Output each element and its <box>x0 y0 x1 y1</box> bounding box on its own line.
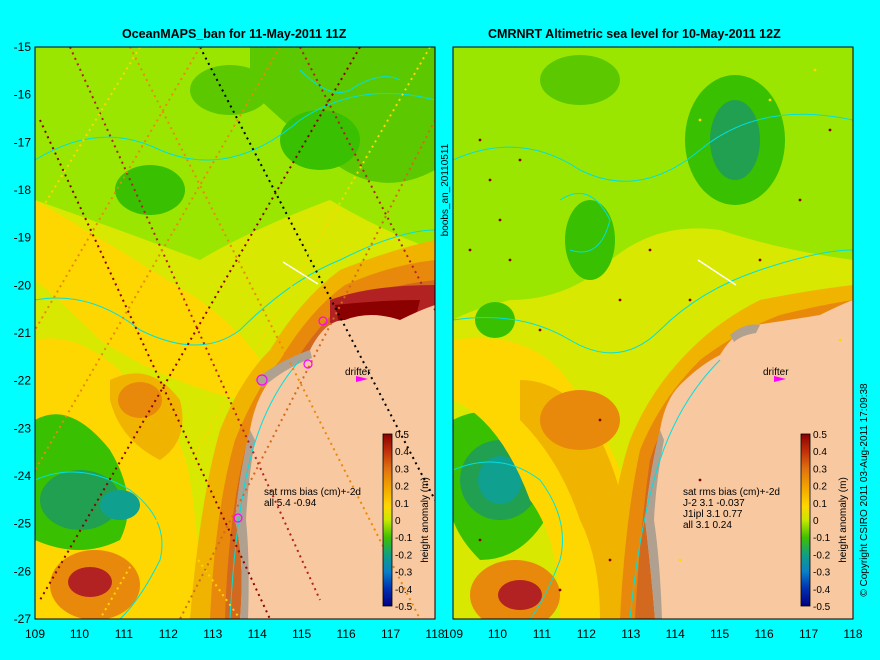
right-panel-title: CMRNRT Altimetric sea level for 10-May-2… <box>488 27 781 41</box>
x-tick-label: 110 <box>488 627 507 641</box>
left-drifter-label: drifter <box>345 367 371 378</box>
colorbar-tick-label: -0.4 <box>813 585 831 596</box>
right-map <box>453 47 853 619</box>
colorbar-tick-label: 0.5 <box>395 430 409 441</box>
x-tick-label: 115 <box>292 627 311 641</box>
y-tick-label: -19 <box>14 231 32 245</box>
y-tick-label: -23 <box>14 421 32 435</box>
y-tick-label: -15 <box>14 40 32 54</box>
right-drifter-label: drifter <box>763 367 789 378</box>
colorbar-tick-label: 0.2 <box>395 482 409 493</box>
colorbar-tick-label: 0.5 <box>813 430 827 441</box>
left-colorbar <box>382 433 393 607</box>
x-tick-label: 118 <box>843 627 862 641</box>
left-colorbar-label: height anomaly (m) <box>420 477 431 563</box>
colorbar-tick-label: -0.5 <box>395 602 413 613</box>
x-tick-label: 109 <box>25 627 45 641</box>
colorbar-tick-label: 0.3 <box>813 464 827 475</box>
x-tick-label: 112 <box>577 627 596 641</box>
colorbar-tick-label: 0.2 <box>813 482 827 493</box>
colorbar-tick-label: 0.3 <box>395 464 409 475</box>
x-tick-label: 110 <box>70 627 89 641</box>
x-tick-label: 114 <box>248 627 267 641</box>
x-tick-label: 115 <box>710 627 729 641</box>
colorbar-tick-label: 0.1 <box>813 499 827 510</box>
right-colorbar <box>800 433 811 607</box>
copyright-text: © Copyright CSIRO 2011 03-Aug-2011 17:09… <box>859 383 870 597</box>
side-label: boobs_an_20110511 <box>440 143 451 236</box>
colorbar-tick-label: 0 <box>395 516 401 527</box>
x-tick-label: 111 <box>115 627 134 641</box>
colorbar-tick-label: 0.4 <box>813 447 827 458</box>
y-tick-label: -25 <box>14 517 32 531</box>
y-tick-label: -18 <box>14 183 32 197</box>
x-tick-label: 112 <box>159 627 178 641</box>
colorbar-tick-label: 0 <box>813 516 819 527</box>
colorbar-tick-label: -0.1 <box>395 533 413 544</box>
right-stats-j2: J-2 3.1 -0.037 <box>683 498 745 509</box>
x-tick-label: 116 <box>337 627 356 641</box>
x-tick-label: 113 <box>621 627 640 641</box>
left-stats-title: sat rms bias (cm)+-2d <box>264 487 361 498</box>
x-tick-label: 109 <box>443 627 463 641</box>
x-tick-label: 117 <box>381 627 400 641</box>
right-stats-j1ipl: J1ipl 3.1 0.77 <box>683 509 743 520</box>
colorbar-tick-label: -0.2 <box>395 550 413 561</box>
colorbar-tick-label: 0.4 <box>395 447 409 458</box>
x-tick-label: 113 <box>203 627 222 641</box>
x-tick-label: 116 <box>755 627 774 641</box>
colorbar-tick-label: -0.4 <box>395 585 413 596</box>
y-tick-label: -22 <box>14 374 32 388</box>
y-tick-label: -17 <box>14 135 32 149</box>
colorbar-tick-label: -0.2 <box>813 550 831 561</box>
x-tick-label: 117 <box>799 627 818 641</box>
right-stats-title: sat rms bias (cm)+-2d <box>683 487 780 498</box>
y-tick-label: -20 <box>14 278 32 292</box>
colorbar-tick-label: 0.1 <box>395 499 409 510</box>
x-tick-label: 111 <box>533 627 552 641</box>
colorbar-tick-label: -0.5 <box>813 602 831 613</box>
left-stats-all: all 5.4 -0.94 <box>264 498 317 509</box>
y-tick-label: -26 <box>14 564 32 578</box>
y-tick-label: -27 <box>14 612 32 626</box>
y-tick-label: -24 <box>14 469 32 483</box>
colorbar-tick-label: -0.3 <box>395 568 413 579</box>
y-tick-label: -21 <box>14 326 32 340</box>
colorbar-tick-label: -0.3 <box>813 568 831 579</box>
left-map <box>35 47 435 619</box>
colorbar-tick-label: -0.1 <box>813 533 831 544</box>
left-panel-title: OceanMAPS_ban for 11-May-2011 11Z <box>122 27 347 41</box>
x-tick-label: 118 <box>425 627 444 641</box>
right-stats-all: all 3.1 0.24 <box>683 520 732 531</box>
y-tick-label: -16 <box>14 88 32 102</box>
right-colorbar-label: height anomaly (m) <box>838 477 849 563</box>
x-tick-label: 114 <box>666 627 685 641</box>
